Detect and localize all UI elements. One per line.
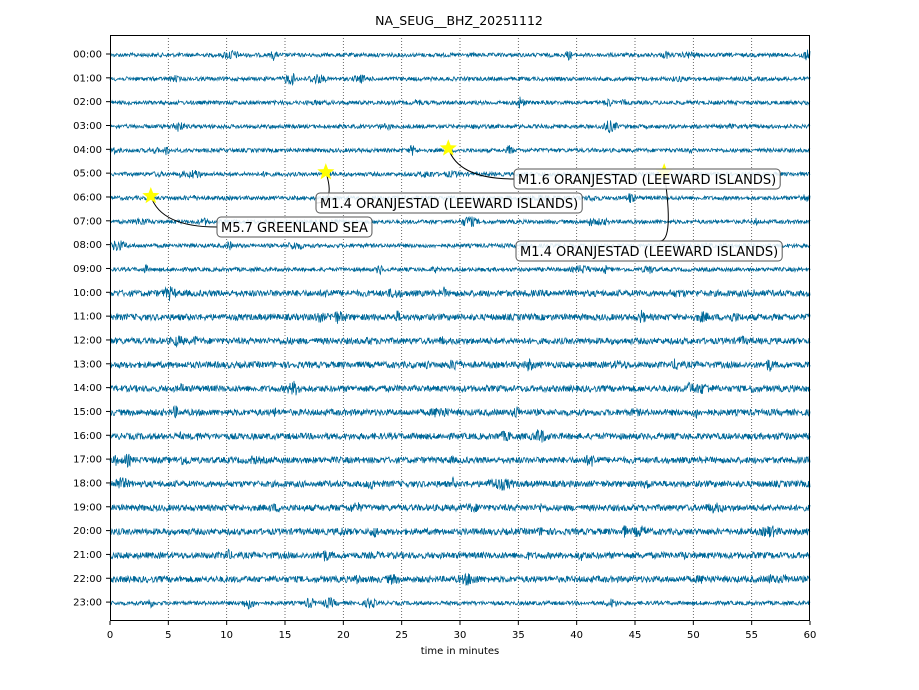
plot-frame (110, 35, 810, 621)
x-tick-label: 60 (804, 630, 817, 641)
trace-line (109, 335, 811, 349)
chart-title: NA_SEUG__BHZ_20251112 (375, 13, 543, 28)
y-tick-label: 02:00 (73, 97, 102, 108)
y-axis-ticks: 00:00 01:00 02:00 03:00 04:00 05:00 06:00 07:00… (73, 50, 110, 609)
x-tick-label: 15 (279, 630, 292, 641)
trace-line (109, 476, 811, 491)
event-star-marker (317, 163, 335, 180)
y-tick-label: 04:00 (73, 145, 102, 156)
annotation-label: M5.7 GREENLAND SEA (221, 221, 368, 236)
annotation-box (515, 240, 783, 262)
x-tick-label: 50 (687, 630, 700, 641)
trace-line (109, 120, 811, 134)
event-star-marker (142, 187, 160, 204)
x-tick-label: 0 (107, 630, 113, 641)
x-axis-ticks: 0 5 10 15 20 25 30 35 40 45 50 55 60 (107, 621, 817, 641)
trace-line (109, 502, 811, 514)
x-tick-label: 55 (745, 630, 758, 641)
y-tick-label: 17:00 (73, 455, 102, 466)
event-annotation: M5.7 GREENLAND SEA (216, 216, 373, 238)
x-tick-label: 45 (629, 630, 642, 641)
y-tick-label: 05:00 (73, 169, 102, 180)
annotation-arrow (150, 195, 218, 228)
annotation-label: M1.4 ORANJESTAD (LEEWARD ISLANDS) (320, 197, 578, 212)
trace-line (109, 309, 811, 324)
trace-line (109, 358, 811, 372)
x-axis-label: time in minutes (421, 646, 500, 657)
annotation-box (216, 216, 373, 238)
x-tick-label: 10 (220, 630, 233, 641)
event-annotation: M1.4 ORANJESTAD (LEEWARD ISLANDS) (515, 240, 783, 262)
x-tick-label: 25 (395, 630, 408, 641)
y-tick-label: 20:00 (73, 526, 102, 537)
x-tick-label: 35 (512, 630, 525, 641)
trace-line (109, 49, 811, 61)
x-tick-label: 40 (570, 630, 583, 641)
trace-line (109, 263, 811, 276)
y-tick-label: 08:00 (73, 240, 102, 251)
event-annotations: M5.7 GREENLAND SEA M1.4 ORANJESTAD (LEEWA… (142, 139, 783, 262)
trace-line (109, 453, 811, 469)
trace-line (109, 525, 811, 538)
y-tick-label: 12:00 (73, 335, 102, 346)
y-tick-label: 10:00 (73, 288, 102, 299)
annotation-arrow (447, 148, 515, 180)
trace-line (109, 572, 811, 586)
trace-line (109, 380, 811, 396)
annotation-label: M1.4 ORANJESTAD (LEEWARD ISLANDS) (520, 245, 778, 260)
trace-line (109, 286, 811, 302)
y-tick-label: 07:00 (73, 216, 102, 227)
trace-line (109, 596, 811, 610)
x-tick-label: 20 (337, 630, 350, 641)
annotation-box (315, 192, 583, 214)
traces (109, 49, 811, 610)
y-tick-label: 13:00 (73, 359, 102, 370)
trace-line (109, 73, 811, 87)
y-tick-label: 18:00 (73, 478, 102, 489)
y-tick-label: 21:00 (73, 550, 102, 561)
event-annotation: M1.4 ORANJESTAD (LEEWARD ISLANDS) (315, 192, 583, 214)
event-star-marker (439, 139, 457, 156)
y-tick-label: 01:00 (73, 73, 102, 84)
y-tick-label: 06:00 (73, 192, 102, 203)
x-tick-label: 5 (165, 630, 171, 641)
trace-line (109, 405, 811, 420)
y-tick-label: 23:00 (73, 598, 102, 609)
y-tick-label: 14:00 (73, 383, 102, 394)
annotation-label: M1.6 ORANJESTAD (LEEWARD ISLANDS) (518, 173, 776, 188)
trace-line (109, 96, 811, 109)
y-tick-label: 19:00 (73, 502, 102, 513)
trace-line (109, 548, 811, 562)
y-tick-label: 00:00 (73, 50, 102, 61)
y-tick-label: 11:00 (73, 312, 102, 323)
y-tick-label: 15:00 (73, 407, 102, 418)
x-tick-label: 30 (454, 630, 467, 641)
y-tick-label: 03:00 (73, 121, 102, 132)
y-tick-label: 22:00 (73, 574, 102, 585)
annotation-box (513, 168, 781, 190)
event-annotation: M1.6 ORANJESTAD (LEEWARD ISLANDS) (513, 168, 781, 190)
y-tick-label: 09:00 (73, 264, 102, 275)
trace-line (109, 144, 811, 156)
y-tick-label: 16:00 (73, 431, 102, 442)
trace-line (109, 429, 811, 443)
